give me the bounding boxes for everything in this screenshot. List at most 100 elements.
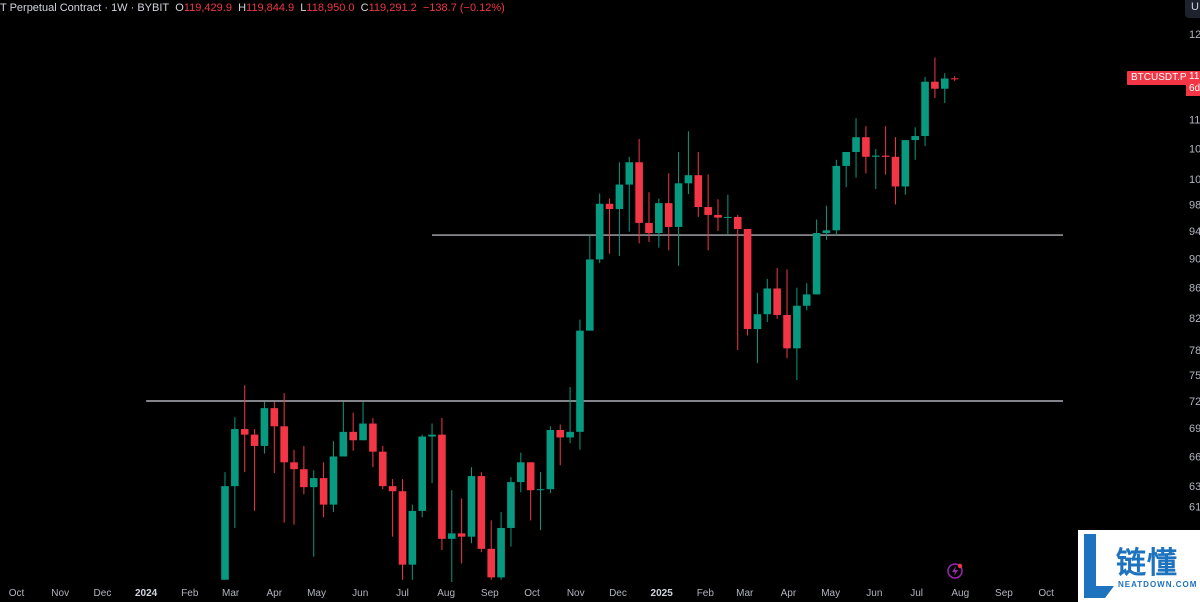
candle-body (309, 478, 318, 488)
candle (467, 467, 476, 544)
candle (931, 57, 939, 99)
candle-body (674, 183, 683, 227)
candle (694, 151, 703, 217)
candle-body (635, 162, 643, 223)
candle (487, 520, 496, 580)
candle-body (842, 151, 850, 166)
time-tick-label: May (307, 588, 326, 599)
candle-body (418, 436, 426, 511)
price-tick-label: 72 (1189, 396, 1200, 408)
candle-body (378, 451, 387, 487)
candle (802, 283, 811, 311)
legend-close: 119,291.2 (368, 2, 417, 14)
time-tick-label: Mar (222, 588, 240, 599)
candle (536, 472, 545, 531)
watermark-logo: 链懂 NEATDOWN.COM (1078, 530, 1200, 602)
candle-body (576, 330, 584, 432)
candle (655, 198, 663, 248)
candle (260, 401, 269, 454)
candle-body (783, 314, 791, 349)
legend-high: 119,844.9 (246, 2, 295, 14)
candle-body (931, 81, 939, 89)
candle (359, 401, 367, 441)
candle-body (546, 429, 555, 490)
candle (517, 452, 525, 493)
candle-body (812, 233, 821, 295)
price-tick-label: 61 (1189, 502, 1200, 514)
candle (240, 385, 249, 473)
candle-body (773, 288, 781, 315)
price-tick-label: 10 (1189, 174, 1200, 186)
candle (684, 131, 693, 195)
horizontal-lines (146, 234, 1063, 402)
time-tick-label: Feb (181, 588, 199, 599)
candle-body (359, 423, 367, 441)
currency-unit-button[interactable]: U (1185, 0, 1200, 18)
time-tick-label: Sep (995, 588, 1013, 599)
time-axis[interactable]: Oct Nov Dec 2024 Feb Mar Apr May Jun Jul Aug Sep Oct… (9, 588, 1054, 599)
candle (783, 269, 791, 359)
candle (664, 173, 673, 251)
candle (497, 511, 505, 580)
candle (339, 401, 348, 457)
candle (862, 126, 870, 174)
candle (950, 76, 959, 81)
candle-body (595, 203, 604, 260)
candle-body (704, 207, 712, 215)
candle-body (369, 423, 377, 452)
lightning-bolt-icon[interactable] (946, 562, 964, 580)
candle-body (714, 214, 722, 218)
candle-body (852, 137, 860, 152)
legend-open: 119,429.9 (183, 2, 232, 14)
candle-body (517, 462, 525, 483)
time-tick-label: Dec (94, 588, 112, 599)
time-tick-label: Jul (910, 588, 923, 599)
candle-body (753, 314, 762, 330)
candle-body (586, 259, 594, 331)
candle (871, 149, 880, 190)
price-tick-label: 12 (1189, 29, 1200, 41)
candle-body (497, 527, 505, 578)
candle-body (733, 216, 742, 229)
candle (625, 156, 634, 232)
candle-body (724, 216, 732, 218)
candle (645, 192, 653, 242)
candle-body (684, 175, 693, 184)
time-tick-label: Oct (1038, 588, 1054, 599)
candle (280, 393, 288, 523)
price-tick-label: 10 (1189, 143, 1200, 155)
time-tick-label: Sep (481, 588, 499, 599)
candle (743, 228, 752, 336)
candle (763, 278, 772, 322)
candle-body (694, 175, 703, 208)
candle (822, 205, 831, 240)
candle-body (349, 431, 357, 441)
time-tick-label: Feb (697, 588, 715, 599)
candle (507, 477, 515, 547)
candle-body (467, 476, 476, 537)
candle (408, 504, 417, 580)
watermark-text-cn: 链懂 (1116, 546, 1178, 581)
candle (457, 498, 466, 564)
candle-body (221, 486, 229, 580)
candle-body (615, 184, 624, 210)
candle (270, 401, 279, 474)
time-tick-label: Jul (396, 588, 409, 599)
time-tick-label: Jun (352, 588, 368, 599)
candle (309, 470, 318, 557)
candle-body (901, 140, 910, 187)
price-tick-label: 78 (1189, 345, 1200, 357)
legend-high-label: H (238, 2, 247, 14)
candle (615, 162, 624, 256)
price-axis[interactable]: 1211101098949086827875726966636158 (1189, 29, 1200, 546)
candle-body (526, 462, 535, 491)
legend-open-label: O (175, 2, 184, 14)
price-tick-label: 86 (1189, 283, 1200, 295)
candle (901, 140, 910, 195)
candle (576, 319, 584, 450)
time-tick-label: Dec (609, 588, 627, 599)
candle (674, 151, 683, 266)
candle (881, 126, 890, 175)
candle (556, 424, 565, 466)
